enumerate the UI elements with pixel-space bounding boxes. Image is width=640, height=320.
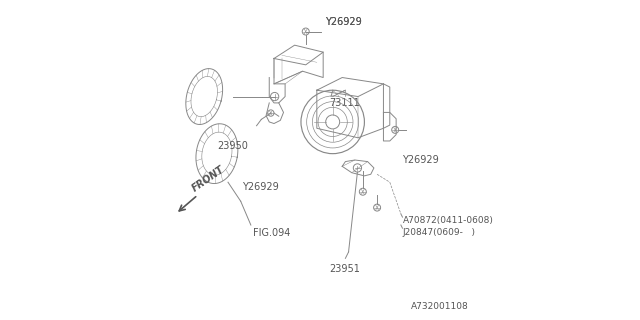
Text: Y26929: Y26929: [324, 17, 362, 27]
Text: 23951: 23951: [330, 264, 360, 275]
Text: 23950: 23950: [217, 141, 248, 151]
Text: Y26929: Y26929: [243, 182, 279, 192]
Text: Y26929: Y26929: [403, 155, 439, 165]
Text: A732001108: A732001108: [412, 302, 469, 311]
Text: FIG.094: FIG.094: [253, 228, 291, 238]
Text: J20847(0609-   ): J20847(0609- ): [403, 228, 476, 237]
Text: A70872(0411-0608): A70872(0411-0608): [403, 216, 493, 225]
Text: FRONT: FRONT: [190, 164, 226, 194]
Text: 73111: 73111: [330, 98, 360, 108]
Text: Y26929: Y26929: [324, 17, 362, 27]
